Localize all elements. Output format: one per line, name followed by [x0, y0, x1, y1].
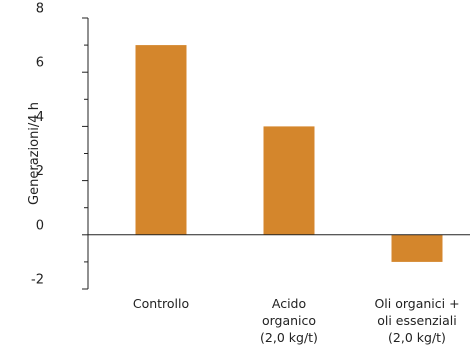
y-tick-label: 2 — [36, 164, 44, 179]
x-category-label: (2,0 kg/t) — [388, 330, 446, 345]
x-category-label: Oli organici + — [374, 296, 459, 311]
x-category-label: (2,0 kg/t) — [260, 330, 318, 345]
x-category-label: Controllo — [133, 296, 189, 311]
y-tick-label: 8 — [36, 2, 44, 17]
bar — [391, 234, 443, 262]
y-tick-label: 6 — [36, 56, 44, 71]
y-axis-title: Generazioni/4 h — [27, 102, 42, 205]
bar — [135, 45, 187, 235]
y-tick-label: -2 — [31, 273, 44, 288]
bar — [263, 126, 315, 235]
x-category-label: oli essenziali — [377, 313, 457, 328]
y-tick-label: 4 — [36, 110, 44, 125]
x-category-label: Acido — [272, 296, 306, 311]
y-tick-label: 0 — [36, 218, 44, 233]
x-category-label: organico — [262, 313, 316, 328]
